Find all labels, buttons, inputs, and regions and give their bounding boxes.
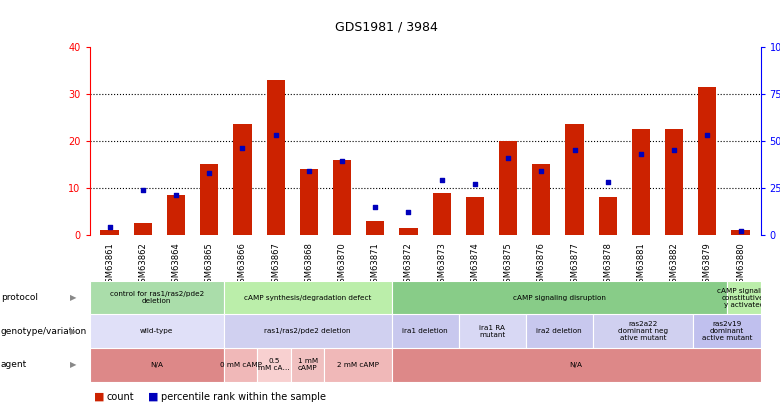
Bar bbox=[693, 314, 760, 348]
Point bbox=[635, 151, 647, 157]
Text: 1 mM
cAMP: 1 mM cAMP bbox=[298, 358, 317, 371]
Point bbox=[601, 179, 614, 185]
Bar bbox=[532, 164, 551, 235]
Text: N/A: N/A bbox=[151, 362, 163, 368]
Bar bbox=[291, 348, 324, 382]
Point bbox=[336, 158, 349, 165]
Point bbox=[303, 168, 315, 174]
Bar bbox=[300, 169, 318, 235]
Text: cAMP synthesis/degradation defect: cAMP synthesis/degradation defect bbox=[244, 295, 371, 301]
Bar bbox=[727, 281, 760, 314]
Bar bbox=[90, 281, 224, 314]
Text: protocol: protocol bbox=[1, 293, 37, 302]
Bar bbox=[598, 197, 617, 235]
Point bbox=[104, 224, 116, 230]
Text: percentile rank within the sample: percentile rank within the sample bbox=[161, 392, 327, 402]
Point bbox=[435, 177, 448, 183]
Bar bbox=[366, 221, 385, 235]
Text: 2 mM cAMP: 2 mM cAMP bbox=[337, 362, 379, 368]
Text: genotype/variation: genotype/variation bbox=[1, 326, 87, 336]
Bar bbox=[392, 348, 760, 382]
Bar bbox=[665, 129, 683, 235]
Text: ■: ■ bbox=[148, 392, 158, 402]
Bar bbox=[267, 79, 285, 235]
Point bbox=[402, 209, 415, 215]
Point bbox=[502, 154, 514, 161]
Bar bbox=[133, 223, 152, 235]
Text: 0.5
mM cA…: 0.5 mM cA… bbox=[258, 358, 290, 371]
Bar bbox=[324, 348, 392, 382]
Point bbox=[236, 145, 249, 151]
Text: wild-type: wild-type bbox=[140, 328, 173, 334]
Point bbox=[170, 192, 183, 198]
Bar bbox=[392, 281, 727, 314]
Bar bbox=[101, 230, 119, 235]
Bar bbox=[499, 141, 517, 235]
Text: 0 mM cAMP: 0 mM cAMP bbox=[220, 362, 261, 368]
Text: ira1 deletion: ira1 deletion bbox=[402, 328, 448, 334]
Bar bbox=[224, 348, 257, 382]
Text: ira1 RA
mutant: ira1 RA mutant bbox=[479, 324, 505, 338]
Bar bbox=[459, 314, 526, 348]
Text: GDS1981 / 3984: GDS1981 / 3984 bbox=[335, 20, 438, 33]
Point bbox=[569, 147, 581, 153]
Point bbox=[668, 147, 680, 153]
Point bbox=[535, 168, 548, 174]
Text: cAMP signaling
constitutivel
y activated: cAMP signaling constitutivel y activated bbox=[717, 288, 771, 308]
Point bbox=[136, 186, 149, 193]
Bar bbox=[200, 164, 218, 235]
Bar bbox=[433, 192, 451, 235]
Bar bbox=[399, 228, 417, 235]
Bar bbox=[466, 197, 484, 235]
Bar bbox=[698, 87, 717, 235]
Text: ras1/ras2/pde2 deletion: ras1/ras2/pde2 deletion bbox=[264, 328, 351, 334]
Point bbox=[269, 132, 282, 139]
Point bbox=[369, 203, 381, 210]
Bar bbox=[732, 230, 750, 235]
Text: ▶: ▶ bbox=[70, 360, 76, 369]
Text: ▶: ▶ bbox=[70, 326, 76, 336]
Text: N/A: N/A bbox=[569, 362, 583, 368]
Bar bbox=[224, 281, 392, 314]
Bar bbox=[167, 195, 185, 235]
Point bbox=[469, 181, 481, 187]
Bar bbox=[90, 314, 224, 348]
Point bbox=[701, 132, 714, 139]
Bar bbox=[593, 314, 693, 348]
Bar bbox=[526, 314, 593, 348]
Text: ras2a22
dominant neg
ative mutant: ras2a22 dominant neg ative mutant bbox=[618, 321, 668, 341]
Point bbox=[734, 228, 746, 234]
Text: ira2 deletion: ira2 deletion bbox=[537, 328, 582, 334]
Bar bbox=[90, 348, 224, 382]
Bar bbox=[566, 124, 583, 235]
Text: agent: agent bbox=[1, 360, 27, 369]
Text: ras2v19
dominant
active mutant: ras2v19 dominant active mutant bbox=[702, 321, 752, 341]
Text: ■: ■ bbox=[94, 392, 104, 402]
Text: count: count bbox=[107, 392, 134, 402]
Bar bbox=[224, 314, 392, 348]
Bar bbox=[233, 124, 252, 235]
Text: ▶: ▶ bbox=[70, 293, 76, 302]
Bar bbox=[257, 348, 291, 382]
Text: control for ras1/ras2/pde2
deletion: control for ras1/ras2/pde2 deletion bbox=[110, 291, 204, 304]
Bar bbox=[632, 129, 650, 235]
Text: cAMP signaling disruption: cAMP signaling disruption bbox=[512, 295, 606, 301]
Point bbox=[203, 170, 215, 176]
Bar bbox=[392, 314, 459, 348]
Bar bbox=[333, 160, 351, 235]
